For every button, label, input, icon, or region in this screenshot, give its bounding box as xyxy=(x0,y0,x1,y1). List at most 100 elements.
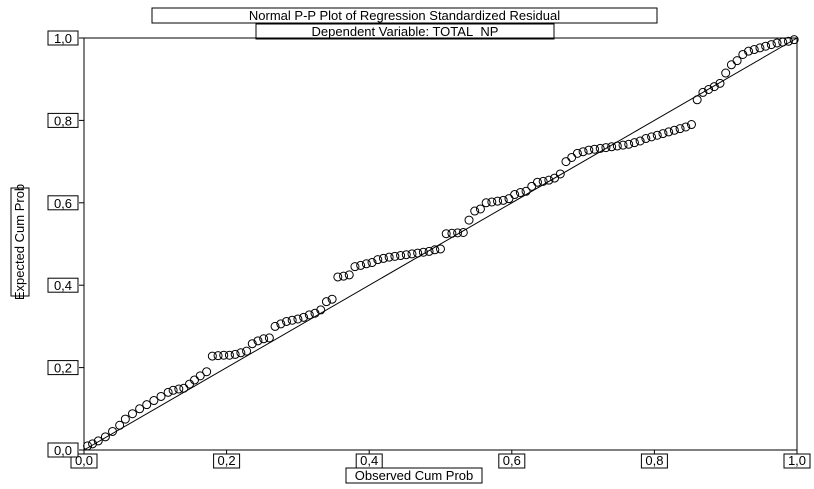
data-point xyxy=(652,130,662,140)
data-point xyxy=(584,145,594,155)
data-point xyxy=(163,387,173,397)
data-point xyxy=(242,346,252,356)
data-point xyxy=(744,46,754,56)
data-point xyxy=(772,38,782,48)
chart-title: Normal P-P Plot of Regression Standardiz… xyxy=(249,8,560,23)
y-tick-label-box xyxy=(47,195,79,211)
data-point xyxy=(361,259,371,269)
data-point xyxy=(344,270,354,280)
data-point xyxy=(669,125,679,135)
y-tick-label: 1,0 xyxy=(54,31,72,46)
x-tick-label: 0,6 xyxy=(503,453,521,468)
data-point xyxy=(287,315,297,325)
data-point xyxy=(436,244,445,254)
data-point xyxy=(532,177,542,187)
data-point xyxy=(721,68,731,78)
x-tick-label-box xyxy=(498,453,526,469)
chart-subtitle-box xyxy=(255,23,555,40)
y-tick-label-box xyxy=(47,360,79,376)
x-tick-label: 0,0 xyxy=(75,453,93,468)
y-axis-ticks: 0,0 0,2 0,4 0,6 0,8 1,0 xyxy=(47,30,84,458)
data-point xyxy=(230,349,240,359)
x-tick-label-box xyxy=(213,453,241,469)
data-point xyxy=(293,314,303,324)
data-point xyxy=(778,37,788,47)
data-point xyxy=(783,36,793,46)
data-point xyxy=(692,95,702,105)
data-point xyxy=(766,40,776,50)
data-point xyxy=(195,371,205,381)
data-point xyxy=(304,310,314,320)
y-tick-label: 0,8 xyxy=(54,113,72,128)
chart-title-group: Normal P-P Plot of Regression Standardiz… xyxy=(151,7,658,40)
data-point xyxy=(384,252,394,262)
y-axis-title: Expected Cum Prob xyxy=(12,184,27,300)
data-point xyxy=(755,43,765,53)
data-point xyxy=(607,142,617,152)
y-tick-label: 0,4 xyxy=(54,278,72,293)
data-point xyxy=(202,367,212,377)
data-point xyxy=(624,139,634,149)
data-point xyxy=(281,316,291,326)
data-point xyxy=(168,385,178,395)
x-axis-title-group: Observed Cum Prob xyxy=(345,467,483,484)
data-point xyxy=(538,176,548,186)
data-point xyxy=(441,229,451,239)
x-axis-title: Observed Cum Prob xyxy=(355,468,474,483)
data-point xyxy=(247,339,257,349)
data-point xyxy=(732,56,742,66)
data-point xyxy=(321,297,331,307)
x-tick-label-box xyxy=(640,453,668,469)
data-point xyxy=(156,391,166,401)
y-axis-title-group: Expected Cum Prob xyxy=(10,184,30,300)
data-point xyxy=(100,432,110,442)
data-point xyxy=(219,350,229,360)
data-point xyxy=(253,336,263,346)
data-point xyxy=(135,404,145,414)
x-tick-label-box xyxy=(355,453,383,469)
data-point xyxy=(493,196,503,206)
data-point xyxy=(521,186,531,196)
data-point xyxy=(378,253,388,263)
data-point xyxy=(396,251,406,261)
data-point xyxy=(430,245,440,255)
x-tick-label: 0,8 xyxy=(645,453,663,468)
data-point xyxy=(647,132,657,142)
data-point xyxy=(572,148,582,158)
plot-area-frame xyxy=(83,37,798,451)
data-point xyxy=(475,204,485,214)
data-point xyxy=(270,321,280,331)
data-point xyxy=(327,294,337,304)
data-point xyxy=(635,136,645,146)
data-point xyxy=(93,436,103,446)
data-point xyxy=(498,195,508,205)
y-axis-title-box xyxy=(10,187,30,297)
data-point xyxy=(515,188,525,197)
data-point xyxy=(641,134,651,144)
data-point xyxy=(316,305,326,315)
x-tick-label: 1,0 xyxy=(788,453,806,468)
y-tick-label: 0,2 xyxy=(54,361,72,376)
data-point xyxy=(555,169,565,179)
y-tick-label-box xyxy=(47,30,79,46)
data-point xyxy=(390,251,400,261)
data-point xyxy=(356,260,366,270)
data-point xyxy=(629,138,639,148)
data-point xyxy=(704,85,714,94)
data-point xyxy=(749,45,759,55)
data-point xyxy=(236,348,246,358)
data-point xyxy=(453,228,463,238)
y-tick-label: 0,6 xyxy=(54,196,72,211)
data-point xyxy=(350,262,360,272)
data-point xyxy=(578,147,588,157)
x-tick-label: 0,2 xyxy=(218,453,236,468)
chart-subtitle: Dependent Variable: TOTAL_NP xyxy=(312,24,499,39)
data-point xyxy=(207,351,217,361)
data-point xyxy=(373,255,383,265)
data-point xyxy=(658,129,668,139)
x-tick-label-box xyxy=(783,453,811,469)
data-point xyxy=(601,143,611,153)
chart-title-box xyxy=(151,7,658,24)
